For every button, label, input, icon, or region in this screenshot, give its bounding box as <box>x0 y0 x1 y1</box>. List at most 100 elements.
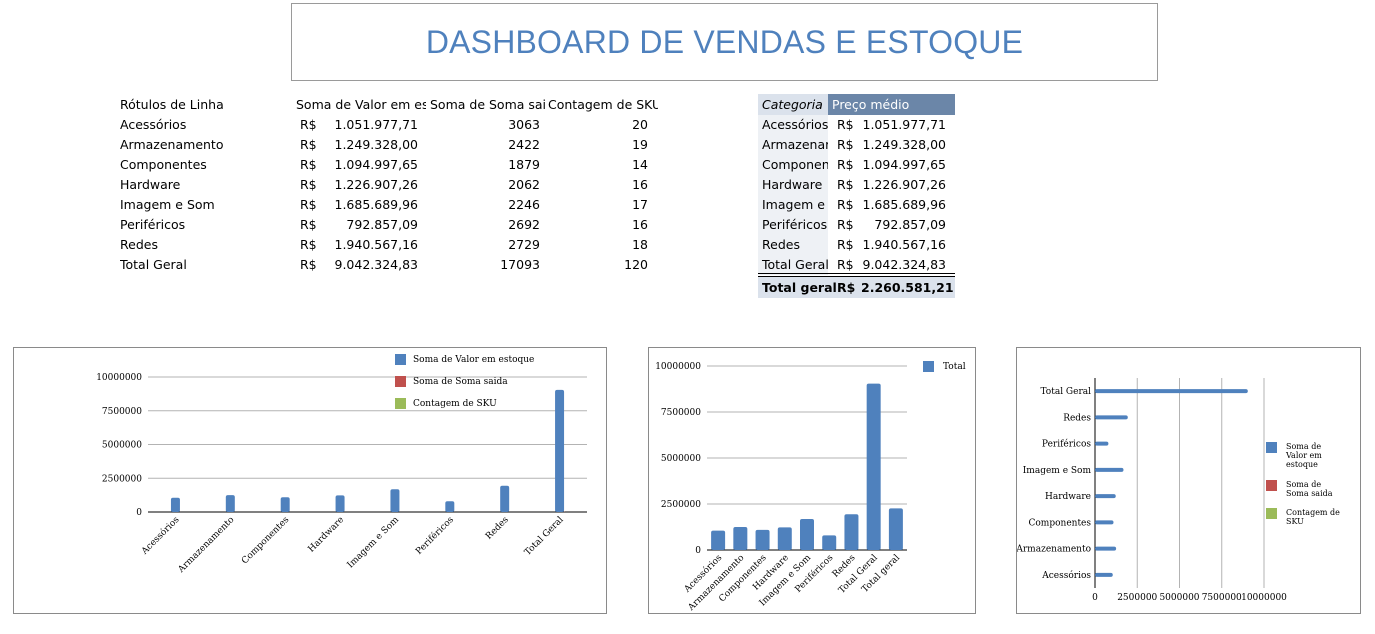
pivot-row-currency: R$ <box>300 117 317 132</box>
pivot-row-sku: 17 <box>632 197 648 212</box>
x-tick-label: 10000000 <box>1241 593 1287 603</box>
pivot-row-label: Hardware <box>120 177 181 192</box>
bar <box>1095 415 1128 420</box>
pivot-row-sku: 120 <box>624 257 648 272</box>
legend-swatch <box>1266 442 1277 453</box>
x-tick-label: 7500000 <box>1202 593 1242 603</box>
pivot-row-sku: 14 <box>632 157 648 172</box>
legend-swatch <box>395 398 406 409</box>
y-tick-label: Hardware <box>1045 492 1091 502</box>
pivot-row-valor: 9.042.324,83 <box>334 257 419 272</box>
legend-label: Contagem de SKU <box>1286 508 1340 526</box>
category-header: Categoria <box>758 94 828 115</box>
y-tick-label: Imagem e Som <box>1023 466 1092 476</box>
y-tick-label: 0 <box>695 546 701 556</box>
pivot-row-saida: 1879 <box>508 157 540 172</box>
pivot-row-valor: 1.051.977,71 <box>334 117 419 132</box>
y-tick-label: 2500000 <box>661 500 701 510</box>
category-cat-label: Componentes <box>758 155 828 175</box>
pivot-row-currency: R$ <box>300 137 317 152</box>
pivot-row-valor: 1.094.997,65 <box>334 157 419 172</box>
pivot-row-sku: 16 <box>632 217 648 232</box>
x-tick-label: Componentes <box>240 515 292 567</box>
category-cat-currency: R$ <box>837 257 854 272</box>
pivot-row-valor: 1.685.689,96 <box>334 197 419 212</box>
pivot-row-currency: R$ <box>300 237 317 252</box>
y-tick-label: 5000000 <box>102 441 142 451</box>
pivot-row-currency: R$ <box>300 157 317 172</box>
category-cat-valor: 1.226.907,26 <box>862 177 947 192</box>
x-tick-label: 5000000 <box>1159 593 1199 603</box>
header-saida: Soma de Soma saida <box>430 97 546 112</box>
category-total-valor: 2.260.581,21 <box>861 277 955 298</box>
pivot-row-saida: 3063 <box>508 117 540 132</box>
bar <box>888 508 903 550</box>
pivot-row-label: Componentes <box>120 157 207 172</box>
y-tick-label: Componentes <box>1029 518 1092 528</box>
y-tick-label: 2500000 <box>102 474 142 484</box>
category-cat-currency: R$ <box>837 237 854 252</box>
bar <box>335 495 345 512</box>
category-cat-valor: 1.249.328,00 <box>862 137 947 152</box>
pivot-row-label: Periféricos <box>120 217 186 232</box>
bar <box>844 514 859 550</box>
bar <box>1095 572 1113 577</box>
bar <box>500 485 510 512</box>
legend-label: Soma de Valor em estoque <box>1285 442 1322 469</box>
bar <box>390 489 400 512</box>
legend-label: Soma de Valor em estoque <box>413 355 534 365</box>
pivot-row-currency: R$ <box>300 197 317 212</box>
category-cat-valor: 9.042.324,83 <box>862 257 947 272</box>
y-tick-label: 10000000 <box>655 362 701 372</box>
legend-label: Soma de Soma saida <box>413 377 508 387</box>
chart-1: 0 2500000 5000000 7500000 10000000 Acessórios… <box>96 354 587 576</box>
category-cat-label: Total Geral <box>758 255 828 275</box>
pivot-row-saida: 2062 <box>508 177 540 192</box>
bar <box>170 497 180 512</box>
legend-label: Soma de Soma saida <box>1286 480 1333 498</box>
chart-3-box: 0 2500000 5000000 7500000 10000000 Acessórios… <box>1016 347 1361 614</box>
y-tick-label: Periféricos <box>1042 439 1091 450</box>
bar <box>800 518 814 550</box>
bar <box>866 383 881 550</box>
legend-label: Total <box>943 362 966 372</box>
legend-label: Contagem de SKU <box>413 399 497 409</box>
bar <box>711 530 726 550</box>
category-cat-currency: R$ <box>837 117 854 132</box>
pivot-row-label: Imagem e Som <box>120 197 215 212</box>
category-cat-label: Redes <box>758 235 828 255</box>
x-tick-label: Redes <box>484 515 511 542</box>
chart-2: 025000005000000750000010000000Acessórios… <box>655 361 966 614</box>
legend-swatch <box>1266 480 1277 491</box>
y-tick-label: 5000000 <box>661 454 701 464</box>
pivot-row-currency: R$ <box>300 177 317 192</box>
pivot-row-saida: 2422 <box>508 137 540 152</box>
category-cat-valor: 1.051.977,71 <box>862 117 947 132</box>
bar <box>225 495 235 512</box>
y-tick-label: 0 <box>136 508 142 518</box>
chart-2-box: 0 2500000 5000000 7500000 10000000 Acessórios… <box>648 347 976 614</box>
bar <box>1095 520 1114 525</box>
pivot-row-valor: 1.940.567,16 <box>334 237 419 252</box>
bar <box>777 527 792 550</box>
pivot-row-currency: R$ <box>300 217 317 232</box>
x-tick-label: 2500000 <box>1117 593 1157 603</box>
header-row-labels: Rótulos de Linha <box>120 97 224 112</box>
price-header: Preço médio <box>828 94 955 115</box>
legend-swatch <box>395 354 406 365</box>
x-tick-label: Periféricos <box>413 514 456 557</box>
chart-3: 0 2500000 5000000 7500000 10000000 Acessórios… <box>1017 378 1340 603</box>
x-tick-label: 0 <box>1092 593 1098 603</box>
category-cat-currency: R$ <box>837 197 854 212</box>
y-tick-label: 7500000 <box>661 408 701 418</box>
legend-swatch <box>1266 508 1277 519</box>
pivot-row-saida: 2246 <box>508 197 540 212</box>
dashboard-title: DASHBOARD DE VENDAS E ESTOQUE <box>425 23 1024 60</box>
dashboard-title-box: DASHBOARD DE VENDAS E ESTOQUE <box>291 3 1158 81</box>
category-cat-valor: 1.685.689,96 <box>862 197 947 212</box>
pivot-row-label: Total Geral <box>120 257 187 272</box>
pivot-row-saida: 17093 <box>500 257 540 272</box>
pivot-row-sku: 16 <box>632 177 648 192</box>
pivot-row-currency: R$ <box>300 257 317 272</box>
pivot-row-valor: 1.226.907,26 <box>334 177 419 192</box>
